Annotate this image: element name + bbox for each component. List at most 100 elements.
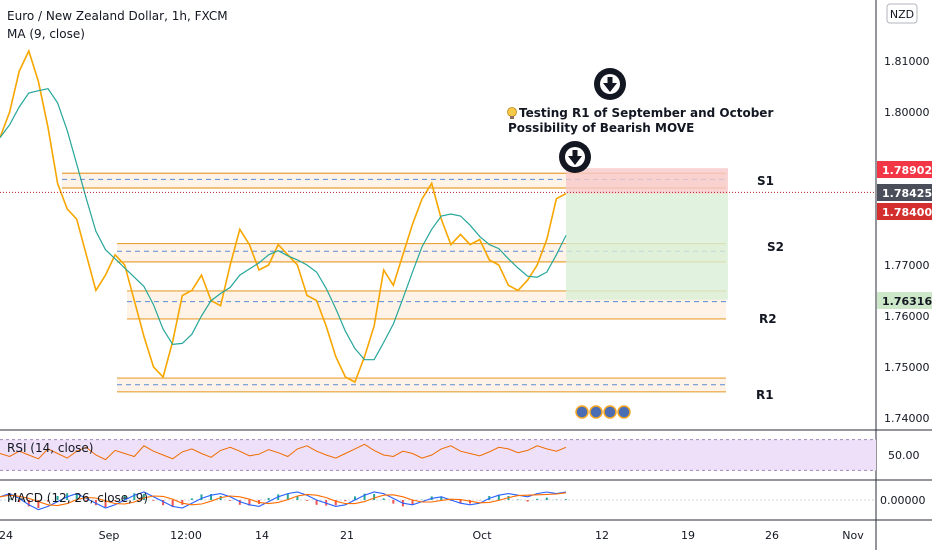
price-tag-target (877, 292, 932, 309)
time-tick-label: 19 (681, 529, 695, 542)
price-tick-label: 1.74000 (884, 412, 930, 425)
macd-histogram-bar (305, 500, 308, 501)
macd-histogram-bar (526, 500, 529, 502)
macd-histogram-bar (248, 500, 251, 506)
macd-histogram-bar (440, 496, 443, 500)
zone-band-s1 (62, 173, 726, 189)
time-tick-label: 12 (595, 529, 609, 542)
macd-histogram-bar (344, 500, 347, 502)
zone-label-r1: R1 (756, 388, 774, 402)
macd-histogram-bar (353, 496, 356, 500)
time-tick-label: Oct (472, 529, 492, 542)
macd-histogram-bar (8, 498, 11, 500)
macd-histogram-bar (171, 500, 174, 508)
macd-tick: 0.00000 (880, 494, 926, 507)
macd-histogram-bar (536, 498, 539, 500)
macd-histogram-bar (142, 494, 145, 500)
macd-histogram-bar (190, 498, 193, 500)
time-tick-label: 24 (0, 529, 13, 542)
rsi-label: RSI (14, close) (7, 441, 93, 455)
macd-histogram-bar (296, 496, 299, 500)
stop-loss-zone (566, 168, 728, 194)
macd-histogram-bar (459, 500, 462, 504)
lightbulb-icon (507, 107, 517, 119)
price-tick-label: 1.77000 (884, 259, 930, 272)
price-tick-label: 1.81000 (884, 55, 930, 68)
annotation-line-2: Possibility of Bearish MOVE (508, 121, 694, 135)
macd-line (0, 491, 567, 511)
macd-histogram-bar (210, 494, 213, 500)
macd-histogram-bar (94, 500, 97, 506)
ma-indicator-label: MA (9, close) (7, 27, 85, 41)
price-tick-label: 1.76000 (884, 310, 930, 323)
zone-band-r1 (117, 378, 726, 392)
macd-histogram-bar (181, 500, 184, 505)
macd-histogram-bar (229, 500, 232, 501)
macd-histogram-bar (545, 497, 548, 500)
rsi-series (0, 443, 567, 461)
time-tick-label: 14 (255, 529, 269, 542)
macd-histogram-bar (123, 496, 126, 500)
macd-histogram-bar (334, 500, 337, 506)
currency-badge-label: NZD (890, 8, 914, 21)
macd-histogram-bar (56, 496, 59, 500)
macd-histogram-bar (27, 500, 30, 507)
events-icon[interactable] (575, 405, 631, 419)
time-axis[interactable]: 24 Sep 12:00 14 21 Oct 12 19 26 Nov (0, 529, 864, 542)
down-arrow-circle-icon (559, 141, 591, 173)
macd-histogram-bar (267, 498, 270, 500)
rsi-band (0, 439, 876, 471)
price-tag-current (877, 184, 932, 201)
macd-histogram-bar (392, 500, 395, 504)
macd-histogram-bar (411, 500, 414, 505)
time-tick-label: 21 (340, 529, 354, 542)
time-tick-label: Nov (842, 529, 864, 542)
rsi-line (0, 443, 567, 461)
macd-histogram-bar (315, 500, 318, 505)
macd-histogram-bar (469, 500, 472, 504)
time-tick-label: 26 (765, 529, 779, 542)
macd-histogram-bar (152, 500, 155, 501)
macd-histogram-bar (565, 499, 567, 500)
macd-histogram-bar (162, 500, 165, 506)
macd-histogram-bar (286, 494, 289, 500)
macd-histogram-bar (85, 500, 88, 501)
rsi-tick: 50.00 (888, 449, 920, 462)
macd-histogram-bar (75, 494, 78, 500)
macd-histogram-bar (363, 493, 366, 500)
macd-histogram-bar (497, 494, 500, 500)
zone-label-s1: S1 (757, 174, 774, 188)
macd-histogram-bar (37, 500, 40, 508)
price-axis[interactable]: 1.81000 1.80000 1.77000 1.76000 1.75000 1.740… (877, 55, 932, 425)
macd-histogram-bar (382, 498, 385, 500)
currency-badge[interactable] (886, 3, 918, 24)
macd-histogram-bar (238, 500, 241, 505)
price-tag-label: 1.76316 (882, 295, 932, 308)
signal-line (0, 492, 567, 507)
price-tag-entry (877, 203, 932, 220)
macd-series (0, 491, 567, 511)
macd-histogram-bar (46, 500, 49, 502)
macd-histogram-bar (104, 500, 107, 508)
macd-histogram-bar (114, 500, 117, 502)
price-tag-label: 1.78400 (882, 206, 932, 219)
price-tag-label: 1.78902 (882, 164, 932, 177)
moving-average-line (0, 88, 567, 361)
price-tag-stop (877, 161, 932, 178)
price-series (0, 48, 567, 384)
short-position-box[interactable] (566, 168, 728, 300)
macd-label: MACD (12, 26, close, 9) (7, 491, 148, 505)
price-tick-label: 1.75000 (884, 361, 930, 374)
zone-label-r2: R2 (759, 312, 777, 326)
price-tag-label: 1.78425 (882, 187, 932, 200)
zone-label-s2: S2 (767, 240, 784, 254)
time-tick-label: 12:00 (170, 529, 202, 542)
take-profit-zone (566, 193, 728, 300)
macd-histogram-bar (373, 494, 376, 500)
time-tick-label: Sep (99, 529, 120, 542)
price-tick-label: 1.80000 (884, 106, 930, 119)
macd-histogram-bar (18, 500, 21, 503)
annotation-line-1: Testing R1 of September and October (519, 106, 773, 120)
down-arrow-circle-icon (594, 68, 626, 100)
